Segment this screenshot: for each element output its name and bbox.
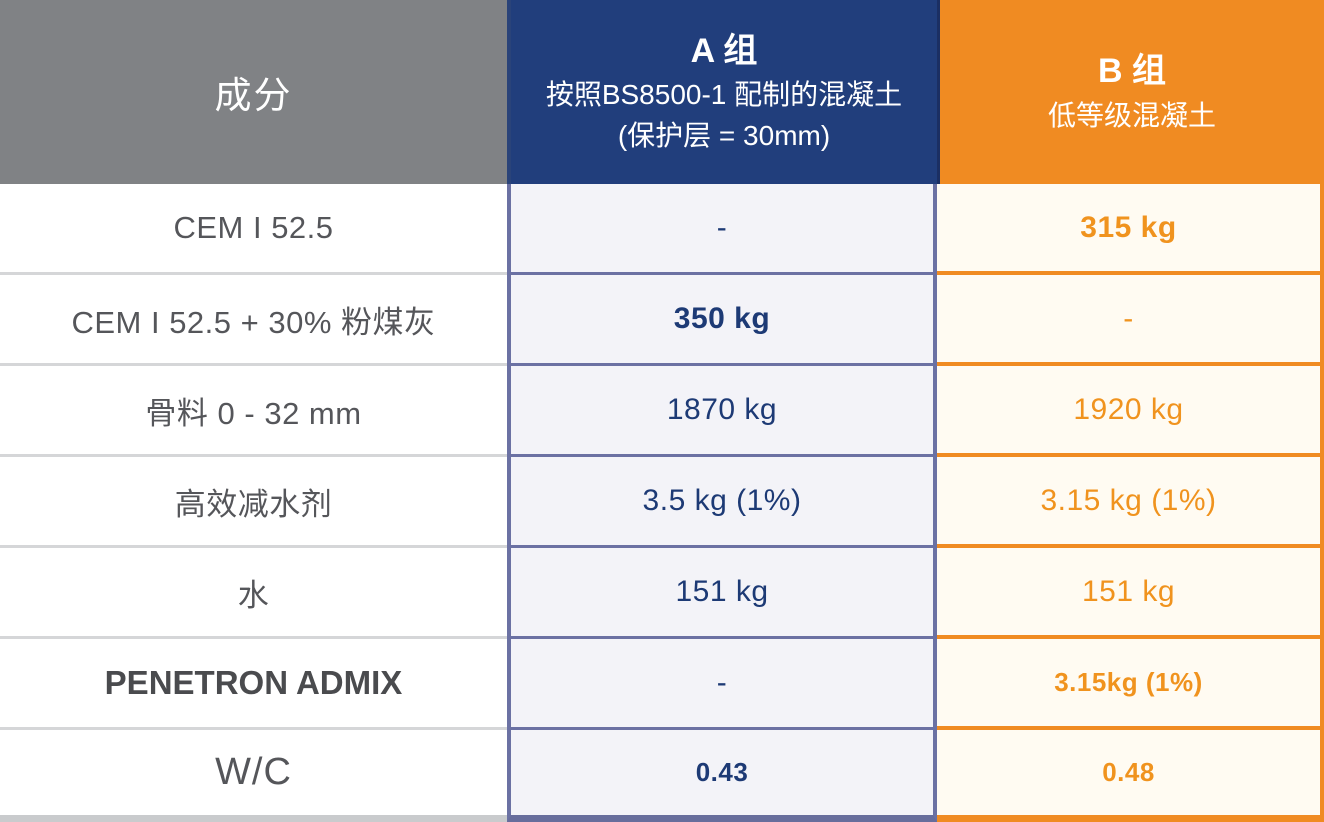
group-b-value-cell: 151 kg <box>937 548 1324 639</box>
group-b-value: 3.15 kg (1%) <box>1040 483 1217 517</box>
ingredient-label: W/C <box>215 751 292 793</box>
table-row: CEM I 52.5 - 315 kg <box>0 184 1324 275</box>
table-header-row: 成分 A 组 按照BS8500-1 配制的混凝土(保护层 = 30mm) B 组… <box>0 0 1324 184</box>
table-row: W/C 0.43 0.48 <box>0 730 1324 822</box>
group-b-value-cell: 0.48 <box>937 730 1324 822</box>
group-b-value: 151 kg <box>1081 574 1176 608</box>
ingredient-label: 水 <box>237 577 270 613</box>
group-b-value-cell: 3.15 kg (1%) <box>937 457 1324 548</box>
header-group-a-cell: A 组 按照BS8500-1 配制的混凝土(保护层 = 30mm) <box>507 0 937 184</box>
table-row: 水 151 kg 151 kg <box>0 548 1324 639</box>
group-b-value-cell: 315 kg <box>937 184 1324 275</box>
header-ingredient-cell: 成分 <box>0 0 507 184</box>
group-b-value-cell: - <box>937 275 1324 366</box>
group-a-subtitle: 按照BS8500-1 配制的混凝土(保护层 = 30mm) <box>545 79 903 151</box>
group-b-value: 0.48 <box>1102 757 1155 787</box>
group-a-value: 0.43 <box>695 757 749 787</box>
ingredient-label-cell: 水 <box>0 548 507 639</box>
group-a-value: 3.5 kg (1%) <box>642 484 802 517</box>
ingredient-label-cell: W/C <box>0 730 507 822</box>
group-a-value-cell: 3.5 kg (1%) <box>507 457 937 548</box>
group-a-value: 1870 kg <box>666 393 778 426</box>
ingredient-label-cell: 高效减水剂 <box>0 457 507 548</box>
ingredient-label: 骨料 0 - 32 mm <box>145 395 362 431</box>
ingredient-label-cell: 骨料 0 - 32 mm <box>0 366 507 457</box>
table-row: 高效减水剂 3.5 kg (1%) 3.15 kg (1%) <box>0 457 1324 548</box>
group-a-value-cell: 1870 kg <box>507 366 937 457</box>
group-a-title: A 组 <box>690 31 758 70</box>
group-a-value: 350 kg <box>673 302 771 335</box>
group-b-title: B 组 <box>1098 51 1166 90</box>
group-a-value-cell: 151 kg <box>507 548 937 639</box>
group-b-subtitle: 低等级混凝土 <box>1047 99 1216 131</box>
header-group-b-cell: B 组 低等级混凝土 <box>937 0 1324 184</box>
ingredient-label: 高效减水剂 <box>174 486 333 522</box>
table-row: PENETRON ADMIX - 3.15kg (1%) <box>0 639 1324 730</box>
group-a-value-cell: 0.43 <box>507 730 937 822</box>
ingredient-label-cell: CEM I 52.5 <box>0 184 507 275</box>
ingredient-column-title: 成分 <box>214 75 293 116</box>
ingredient-label-cell: PENETRON ADMIX <box>0 639 507 730</box>
ingredient-label-cell: CEM I 52.5 + 30% 粉煤灰 <box>0 275 507 366</box>
table-body: CEM I 52.5 - 315 kg CEM I 52.5 + 30% 粉煤灰 350… <box>0 184 1324 822</box>
table-row: 骨料 0 - 32 mm 1870 kg 1920 kg <box>0 366 1324 457</box>
ingredient-label: CEM I 52.5 + 30% 粉煤灰 <box>71 304 436 340</box>
group-b-value-cell: 1920 kg <box>937 366 1324 457</box>
group-a-value-cell: - <box>507 639 937 730</box>
group-b-value: 315 kg <box>1080 210 1177 244</box>
group-b-value-cell: 3.15kg (1%) <box>937 639 1324 730</box>
group-a-value-cell: 350 kg <box>507 275 937 366</box>
group-b-value: 1920 kg <box>1073 392 1184 426</box>
ingredient-label: PENETRON ADMIX <box>104 664 403 701</box>
ingredient-label: CEM I 52.5 <box>173 210 334 245</box>
group-b-value: 3.15kg (1%) <box>1054 667 1203 697</box>
group-a-value: - <box>716 666 728 699</box>
group-a-value: 151 kg <box>675 575 769 608</box>
group-b-value: - <box>1123 301 1134 335</box>
group-a-value-cell: - <box>507 184 937 275</box>
group-a-value: - <box>716 211 728 244</box>
table-row: CEM I 52.5 + 30% 粉煤灰 350 kg - <box>0 275 1324 366</box>
